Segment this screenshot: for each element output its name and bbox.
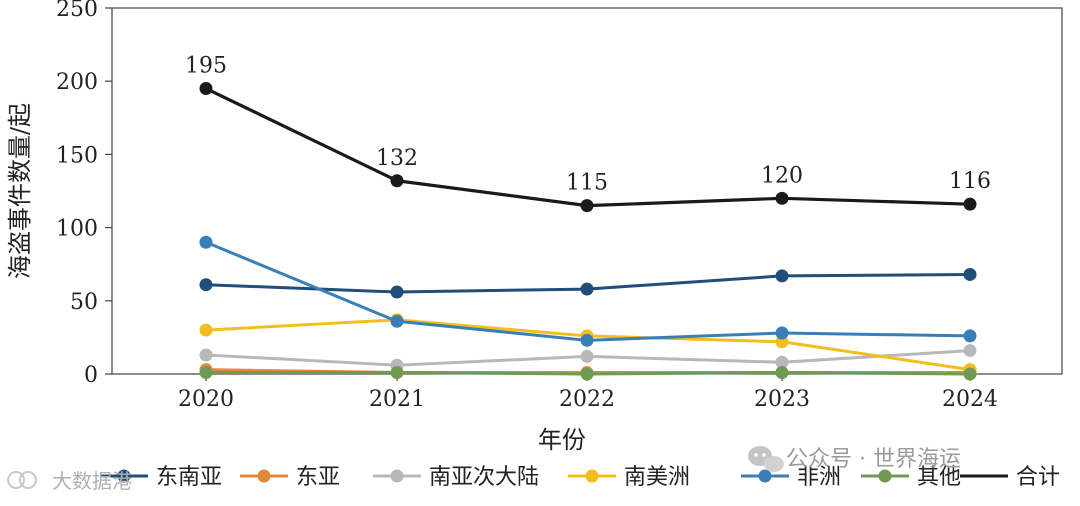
legend: 东南亚 东亚 南亚次大陆 南美洲 非洲 其他 合计 — [100, 465, 1060, 490]
data-label: 120 — [761, 163, 803, 188]
data-point — [390, 174, 404, 188]
data-point — [580, 282, 594, 296]
y-tick-label: 200 — [56, 70, 98, 95]
data-point — [199, 366, 213, 380]
x-tick-label: 2022 — [559, 387, 615, 412]
wechat-icon — [748, 446, 784, 472]
watermark-logo-icon — [7, 471, 37, 489]
legend-item: 合计 — [960, 465, 1060, 490]
legend-item: 其他 — [861, 465, 961, 490]
x-tick-label: 2020 — [178, 387, 234, 412]
legend-swatch-marker — [257, 469, 271, 483]
data-point — [963, 367, 977, 381]
data-point — [963, 344, 977, 358]
x-axis: 2020 2021 2022 2023 2024 — [178, 374, 998, 412]
data-label: 116 — [949, 169, 991, 194]
y-axis-title: 海盗事件数量/起 — [6, 103, 34, 279]
data-point — [775, 326, 789, 340]
data-point — [775, 191, 789, 205]
series-layer — [199, 82, 977, 381]
series-4 — [199, 235, 977, 347]
data-point — [390, 366, 404, 380]
total-annotations: 195 132 115 120 116 — [185, 54, 991, 196]
data-point — [775, 269, 789, 283]
legend-swatch-marker — [390, 469, 404, 483]
data-point — [199, 278, 213, 292]
y-tick-label: 0 — [84, 363, 98, 388]
series-2 — [199, 344, 977, 372]
y-tick-label: 50 — [70, 290, 98, 315]
legend-swatch-marker — [878, 469, 892, 483]
legend-item: 非洲 — [741, 465, 841, 490]
data-point — [963, 197, 977, 211]
legend-label: 东亚 — [296, 465, 340, 490]
data-point — [775, 366, 789, 380]
legend-swatch-marker — [758, 469, 772, 483]
x-tick-label: 2023 — [754, 387, 810, 412]
data-point — [580, 199, 594, 213]
legend-label: 南美洲 — [624, 465, 690, 490]
series-6 — [199, 82, 977, 213]
data-point — [390, 314, 404, 328]
x-tick-label: 2021 — [369, 387, 425, 412]
legend-item: 东亚 — [240, 465, 340, 490]
x-axis-title: 年份 — [538, 426, 586, 454]
watermark: 公众号 · 世界海运 大数据港 — [7, 446, 961, 493]
data-point — [199, 323, 213, 337]
data-label: 132 — [376, 146, 418, 171]
data-point — [775, 355, 789, 369]
x-tick-label: 2024 — [942, 387, 998, 412]
data-point — [963, 329, 977, 343]
data-label: 195 — [185, 54, 227, 79]
watermark-text: 公众号 · 世界海运 — [786, 447, 961, 472]
data-point — [580, 349, 594, 363]
legend-swatch-marker — [585, 469, 599, 483]
data-point — [580, 333, 594, 347]
y-tick-label: 250 — [56, 0, 98, 22]
data-point — [199, 235, 213, 249]
legend-item: 东南亚 — [100, 465, 222, 490]
legend-item: 南美洲 — [568, 465, 690, 490]
data-point — [963, 267, 977, 281]
data-point — [390, 285, 404, 299]
watermark-left-text: 大数据港 — [52, 469, 132, 493]
legend-swatch-marker — [117, 469, 131, 483]
data-label: 115 — [566, 171, 608, 196]
y-axis: 0 50 100 150 200 250 — [56, 0, 112, 388]
legend-label: 合计 — [1016, 465, 1060, 490]
data-point — [580, 367, 594, 381]
series-0 — [199, 267, 977, 299]
data-point — [199, 82, 213, 96]
y-tick-label: 150 — [56, 143, 98, 168]
legend-label: 其他 — [917, 465, 961, 490]
legend-label: 东南亚 — [156, 465, 222, 490]
y-tick-label: 100 — [56, 217, 98, 242]
legend-item: 南亚次大陆 — [373, 465, 539, 490]
data-point — [199, 348, 213, 362]
legend-label: 非洲 — [797, 465, 841, 490]
series-5 — [199, 366, 977, 381]
legend-label: 南亚次大陆 — [429, 465, 539, 490]
